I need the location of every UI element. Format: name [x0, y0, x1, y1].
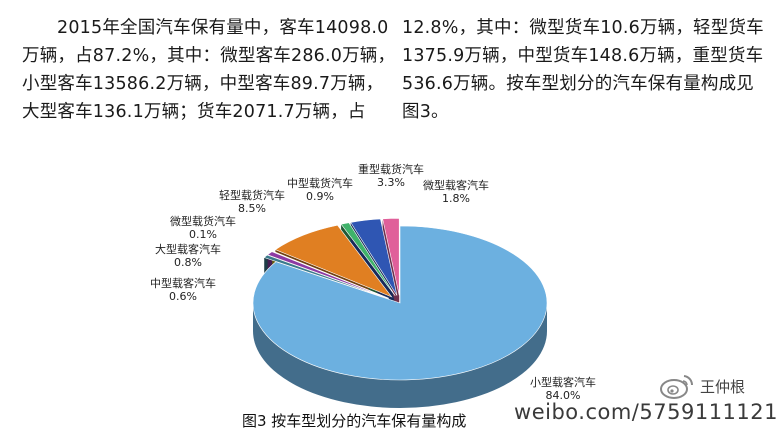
slice-name-label: 大型载客汽车: [155, 242, 221, 256]
slice-value-label: 0.8%: [174, 256, 202, 269]
weibo-url-watermark: weibo.com/5759111121: [514, 400, 778, 424]
article-line: 2015年全国汽车保有量中，客车14098.0: [57, 18, 389, 38]
slice-name-label: 重型载货汽车: [358, 162, 424, 176]
pie-slice: [263, 254, 389, 300]
article-line: 12.8%，其中：微型货车10.6万辆，轻型货车: [402, 18, 764, 38]
slice-name-label: 微型载客汽车: [423, 178, 489, 192]
slice-value-label: 3.3%: [377, 176, 405, 189]
slice-value-label: 0.9%: [306, 190, 334, 203]
article-line: 万辆，占87.2%，其中：微型客车286.0万辆，: [22, 46, 396, 66]
slice-name-label: 微型载货汽车: [170, 214, 236, 228]
pie-slice: [382, 218, 400, 296]
weibo-user-name: 王仲根: [700, 378, 746, 396]
pie-slice-side: [253, 303, 547, 408]
slice-value-label: 84.0%: [546, 389, 581, 402]
slice-value-label: 1.8%: [442, 192, 470, 205]
slice-name-label: 中型载货汽车: [287, 176, 353, 190]
slice-name-label: 小型载客汽车: [530, 375, 596, 389]
article-text-right: 12.8%，其中：微型货车10.6万辆，轻型货车 1375.9万辆，中型货车14…: [402, 14, 774, 126]
pie-slice: [350, 218, 398, 296]
slice-value-label: 0.1%: [189, 228, 217, 241]
article-line: 大型客车136.1万辆；货车2071.7万辆，占: [22, 102, 366, 122]
article-line: 1375.9万辆，中型货车148.6万辆，重型货车: [402, 46, 764, 66]
pie-slice: [252, 225, 548, 381]
article-text-left: 2015年全国汽车保有量中，客车14098.0 万辆，占87.2%，其中：微型客…: [22, 14, 396, 126]
article-line: 小型客车13586.2万辆，中型客车89.7万辆，: [22, 74, 384, 94]
slice-value-label: 0.6%: [169, 290, 197, 303]
article-line: 536.6万辆。按车型划分的汽车保有量构成见: [402, 74, 754, 94]
slice-name-label: 中型载客汽车: [150, 276, 216, 290]
article-line: 图3。: [402, 102, 449, 122]
chart-caption: 图3 按车型划分的汽车保有量构成: [242, 412, 467, 430]
pie-slice: [340, 222, 396, 296]
weibo-icon: [660, 375, 694, 399]
slice-name-label: 轻型载货汽车: [219, 188, 285, 202]
pie-slice: [271, 250, 390, 299]
pie-slice: [274, 224, 393, 298]
slice-value-label: 8.5%: [238, 202, 266, 215]
